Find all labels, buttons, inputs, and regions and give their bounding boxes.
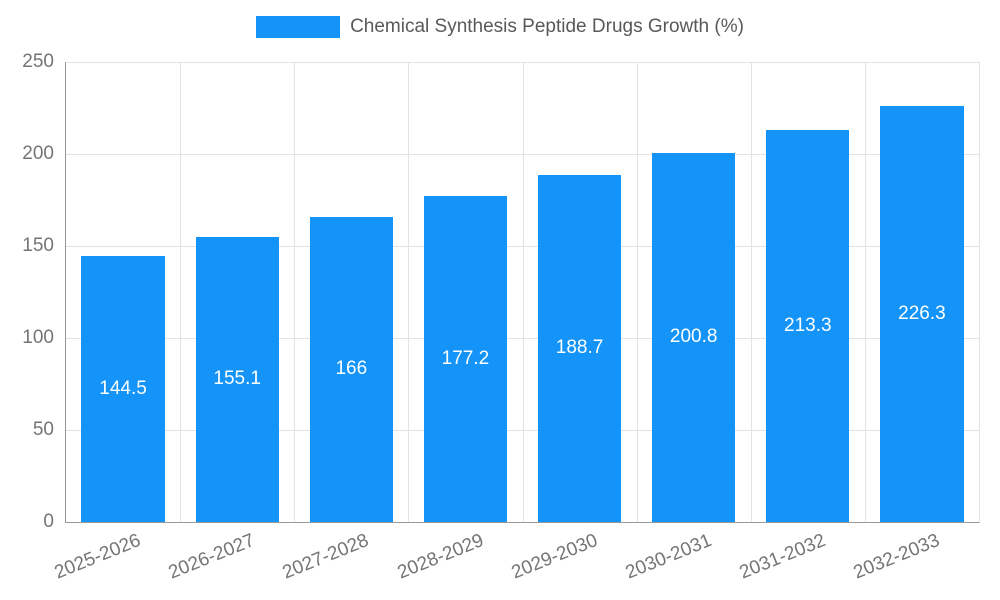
bar-value-label: 200.8 [669,326,718,348]
bar-2026-2027: 155.1 [195,236,279,522]
legend[interactable]: Chemical Synthesis Peptide Drugs Growth … [0,16,1000,38]
gridline-vertical [522,62,524,522]
legend-swatch-icon [256,16,341,38]
y-axis-tick-label: 250 [22,51,54,72]
x-axis-tick-label: 2029-2030 [508,530,601,584]
x-axis-tick-label: 2027-2028 [280,530,373,584]
gridline-vertical [408,62,410,522]
y-axis-tick-label: 100 [22,327,54,348]
x-axis-tick-label: 2030-2031 [622,530,715,584]
gridline-vertical [864,62,866,522]
bar-value-label: 177.2 [441,347,490,369]
bar-2027-2028: 166 [309,216,393,522]
x-axis-tick-label: 2025-2026 [51,530,144,584]
bar-value-label: 188.7 [555,337,604,359]
y-axis-tick-label: 150 [22,235,54,256]
bar-2025-2026: 144.5 [81,256,165,522]
bar-value-label: 155.1 [213,368,261,390]
legend-label: Chemical Synthesis Peptide Drugs Growth … [350,16,744,37]
bar-value-label: 144.5 [99,378,147,400]
bar-value-label: 226.3 [898,302,946,324]
gridline-vertical [294,62,296,522]
gridline-vertical [750,62,752,522]
bar-2029-2030: 188.7 [537,174,622,522]
bar-value-label: 166 [335,358,368,380]
gridline-vertical [180,62,182,522]
bar-2028-2029: 177.2 [423,195,508,522]
y-axis-tick-label: 0 [43,511,54,532]
gridline-vertical [636,62,638,522]
bar-2032-2033: 226.3 [880,105,964,522]
x-axis-tick-label: 2032-2033 [850,530,943,584]
bar-value-label: 213.3 [784,314,832,336]
x-axis-tick-label: 2031-2032 [736,530,829,584]
x-axis-tick-label: 2026-2027 [165,530,259,584]
bar-2031-2032: 213.3 [766,129,850,522]
bar-2030-2031: 200.8 [652,152,736,522]
y-axis-tick-label: 200 [22,143,54,164]
y-axis-tick-label: 50 [32,419,54,440]
plot-area: 144.5 155.1 166 177.2 188.7 200.8 213.3 226.3 [65,62,980,523]
x-axis-tick-label: 2028-2029 [394,530,487,584]
